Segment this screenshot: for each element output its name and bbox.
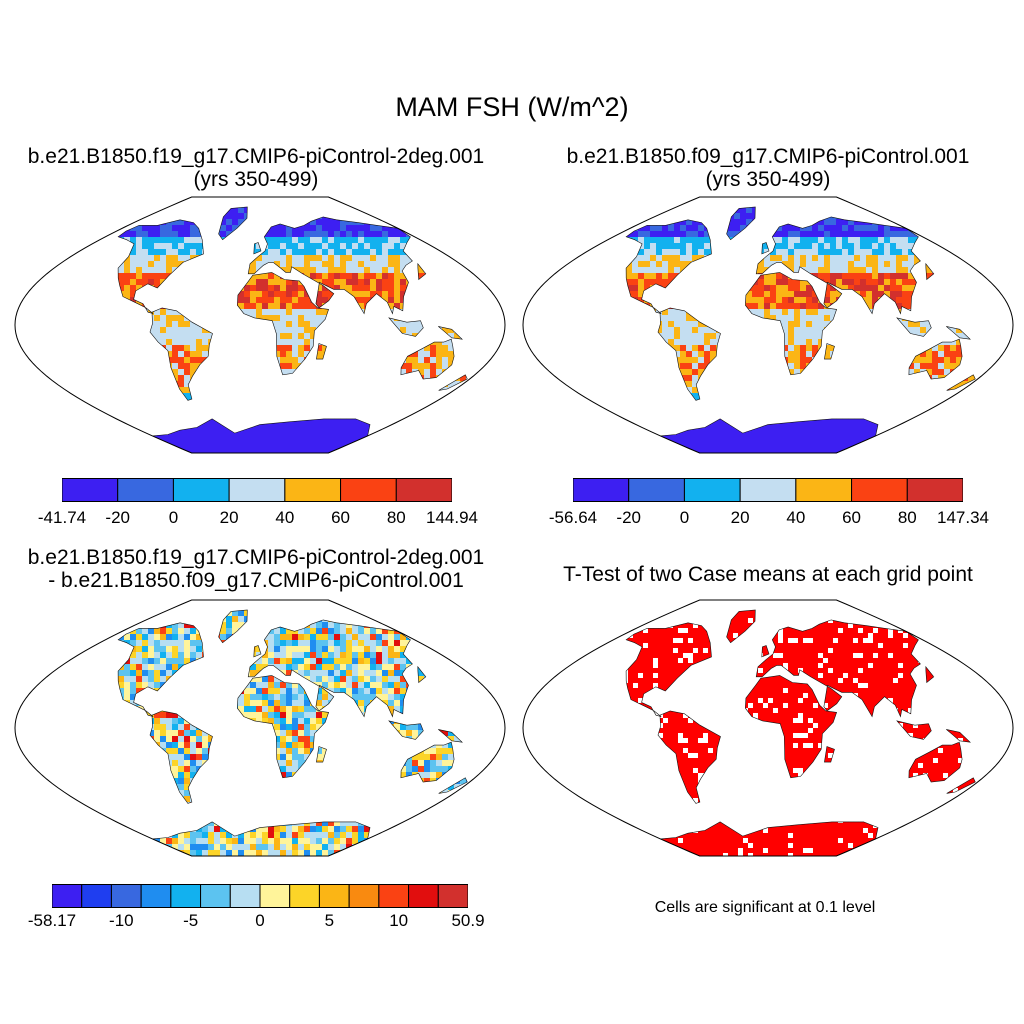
panel2-colorbar-box-4 xyxy=(795,478,853,502)
panel2-colorbar-box-2 xyxy=(683,478,741,502)
panel1-map xyxy=(14,196,506,454)
panel1-colorbar-label-7: 144.94 xyxy=(426,508,478,527)
panel3-colorbar-box-12 xyxy=(408,884,439,908)
panel2-colorbar-labels: -56.64 -20 0 20 40 60 80 147.34 xyxy=(549,508,989,530)
panel2-colorbar-box-3 xyxy=(739,478,797,502)
panel3-title-line1: b.e21.B1850.f19_g17.CMIP6-piControl-2deg… xyxy=(27,546,485,569)
panel1-colorbar-label-4: 40 xyxy=(275,508,295,527)
panel3-colorbar-label-4: 5 xyxy=(324,911,335,930)
panel3-colorbar-box-9 xyxy=(318,884,350,908)
significance-footnote: Cells are significant at 0.1 level xyxy=(654,899,876,916)
figure-title: MAM FSH (W/m^2) xyxy=(395,92,629,122)
panel1-colorbar-box-4 xyxy=(284,478,342,502)
panel3-colorbar-label-0: -58.17 xyxy=(27,911,77,930)
panel3-colorbar-box-13 xyxy=(437,884,468,908)
panel2-colorbar-box-0 xyxy=(573,478,630,502)
panel2-colorbar-label-3: 20 xyxy=(730,508,750,527)
panel3-colorbar-label-2: -5 xyxy=(183,911,199,930)
panel2-colorbar-box-1 xyxy=(628,478,685,502)
panel2-colorbar-label-7: 147.34 xyxy=(937,508,989,527)
panel1-colorbar-box-2 xyxy=(172,478,230,502)
panel3-title: b.e21.B1850.f19_g17.CMIP6-piControl-2deg… xyxy=(0,546,512,592)
panel4-title-line1: T-Test of two Case means at each grid po… xyxy=(563,563,973,586)
panel3-colorbar-box-8 xyxy=(289,884,320,908)
panel2-colorbar-label-4: 40 xyxy=(786,508,806,527)
panel1-colorbar-labels: -41.74 -20 0 20 40 60 80 144.94 xyxy=(38,508,478,530)
panel3-colorbar-label-3: 0 xyxy=(255,911,265,930)
panel1-colorbar-label-5: 60 xyxy=(331,508,351,527)
panel3-map xyxy=(14,599,506,857)
panel3-title-line2: - b.e21.B1850.f09_g17.CMIP6-piControl.00… xyxy=(48,569,464,592)
panel3-colorbar-box-10 xyxy=(348,884,380,908)
panel3-colorbar-box-4 xyxy=(170,884,202,908)
panel4-title: T-Test of two Case means at each grid po… xyxy=(512,563,1024,586)
panel2-title-line1: b.e21.B1850.f09_g17.CMIP6-piControl.001 xyxy=(566,145,970,168)
panel3-colorbar-label-1: -10 xyxy=(109,911,134,930)
panel3-colorbar-labels: -58.17 -10 -5 0 5 10 50.9 xyxy=(28,911,485,933)
panel1-colorbar-label-1: -20 xyxy=(105,508,130,527)
panel1-colorbar-label-2: 0 xyxy=(168,508,179,527)
panel1-title: b.e21.B1850.f19_g17.CMIP6-piControl-2deg… xyxy=(0,145,512,191)
panel4-map xyxy=(522,599,1014,857)
panel2-title: b.e21.B1850.f09_g17.CMIP6-piControl.001 … xyxy=(512,145,1024,191)
panel1-colorbar xyxy=(62,478,452,502)
panel2-title-line2: (yrs 350-499) xyxy=(705,168,831,191)
panel2-colorbar-label-2: 0 xyxy=(679,508,690,527)
panel3-colorbar-box-6 xyxy=(229,884,261,908)
panel1-colorbar-box-1 xyxy=(117,478,174,502)
panel2-colorbar-box-5 xyxy=(851,478,908,502)
panel3-colorbar-box-5 xyxy=(200,884,231,908)
panel3-colorbar-label-5: 10 xyxy=(389,911,409,930)
panel1-colorbar-box-5 xyxy=(340,478,397,502)
panel1-colorbar-box-6 xyxy=(395,478,452,502)
panel3-colorbar-box-0 xyxy=(52,884,83,908)
panel1-title-line1: b.e21.B1850.f19_g17.CMIP6-piControl-2deg… xyxy=(27,145,485,168)
panel2-colorbar-label-5: 60 xyxy=(842,508,862,527)
panel1-colorbar-label-6: 80 xyxy=(386,508,406,527)
panel3-colorbar-label-6: 50.9 xyxy=(451,911,485,930)
panel3-colorbar-box-3 xyxy=(140,884,172,908)
panel2-colorbar-box-6 xyxy=(906,478,963,502)
panel2-colorbar xyxy=(573,478,963,502)
panel1-colorbar-box-3 xyxy=(228,478,286,502)
panel1-title-line2: (yrs 350-499) xyxy=(193,168,319,191)
panel1-colorbar-box-0 xyxy=(62,478,119,502)
panel3-colorbar-box-2 xyxy=(110,884,142,908)
panel1-colorbar-label-0: -41.74 xyxy=(37,508,87,527)
panel3-colorbar-box-1 xyxy=(81,884,112,908)
panel1-colorbar-label-3: 20 xyxy=(219,508,239,527)
panel3-colorbar xyxy=(52,884,468,908)
panel3-colorbar-box-7 xyxy=(259,884,291,908)
panel2-colorbar-label-6: 80 xyxy=(897,508,917,527)
panel2-colorbar-label-0: -56.64 xyxy=(548,508,598,527)
panel2-map xyxy=(522,196,1014,454)
panel3-colorbar-box-11 xyxy=(378,884,410,908)
panel2-colorbar-label-1: -20 xyxy=(616,508,641,527)
